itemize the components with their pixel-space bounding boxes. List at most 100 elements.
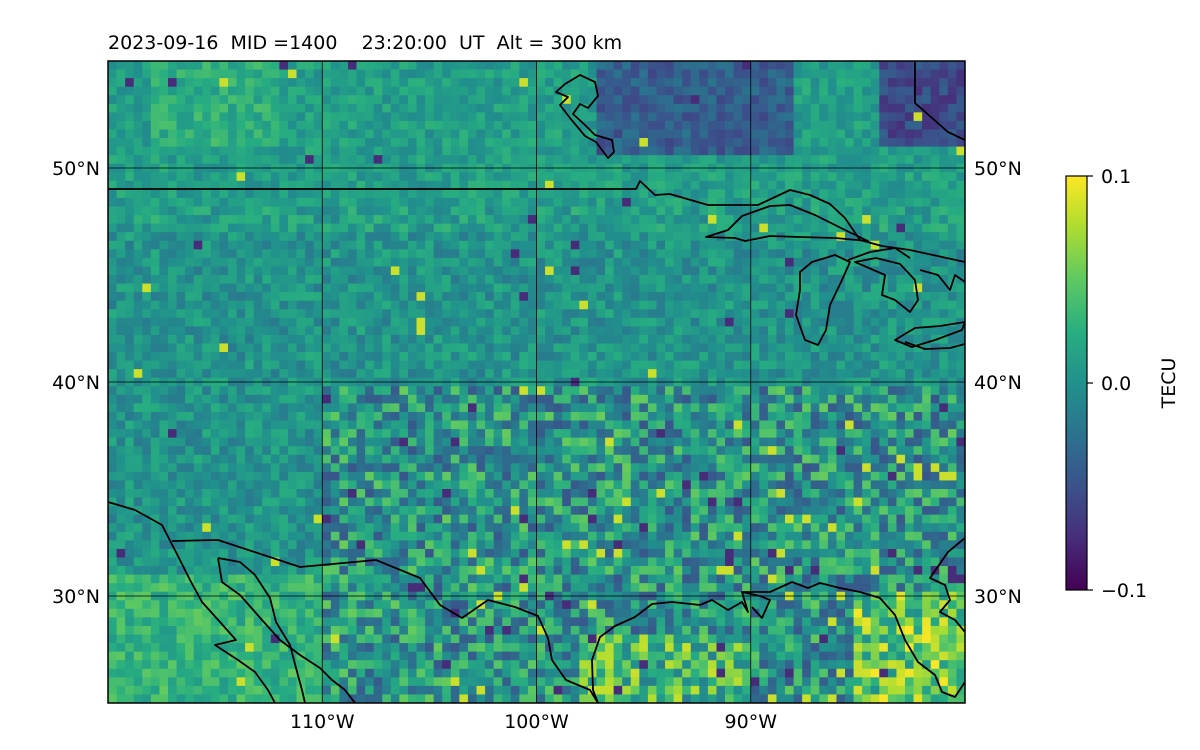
heatmap-cell bbox=[793, 120, 803, 130]
heatmap-cell bbox=[193, 352, 203, 361]
heatmap-cell bbox=[210, 86, 220, 96]
heatmap-cell bbox=[210, 197, 220, 207]
heatmap-cell bbox=[262, 429, 272, 439]
heatmap-cell bbox=[656, 146, 666, 156]
heatmap-cell bbox=[887, 471, 897, 481]
heatmap-cell bbox=[896, 232, 906, 242]
heatmap-cell bbox=[939, 257, 949, 267]
heatmap-cell bbox=[630, 266, 640, 276]
heatmap-cell bbox=[896, 471, 906, 481]
heatmap-cell bbox=[930, 155, 940, 165]
heatmap-cell bbox=[759, 437, 769, 447]
heatmap-cell bbox=[819, 446, 829, 456]
heatmap-cell bbox=[382, 78, 392, 88]
heatmap-cell bbox=[467, 197, 477, 207]
heatmap-cell bbox=[827, 146, 837, 156]
heatmap-cell bbox=[313, 206, 323, 216]
heatmap-cell bbox=[502, 249, 512, 259]
heatmap-cell bbox=[253, 197, 263, 207]
heatmap-cell bbox=[827, 232, 837, 242]
heatmap-cell bbox=[742, 429, 752, 439]
heatmap-cell bbox=[630, 95, 640, 105]
heatmap-cell bbox=[313, 112, 323, 122]
heatmap-cell bbox=[579, 292, 589, 302]
heatmap-cell bbox=[116, 86, 126, 96]
heatmap-cell bbox=[142, 403, 152, 413]
heatmap-cell bbox=[502, 446, 512, 456]
heatmap-cell bbox=[862, 257, 872, 267]
heatmap-cell bbox=[202, 95, 212, 105]
heatmap-cell bbox=[699, 232, 709, 242]
heatmap-cell bbox=[665, 129, 675, 139]
heatmap-cell bbox=[905, 369, 914, 379]
heatmap-cell bbox=[365, 429, 375, 439]
heatmap-cell bbox=[887, 172, 897, 182]
heatmap-cell bbox=[682, 240, 692, 250]
heatmap-cell bbox=[227, 69, 237, 79]
heatmap-cell bbox=[570, 257, 580, 267]
heatmap-cell bbox=[742, 266, 752, 276]
heatmap-cell bbox=[330, 283, 340, 293]
heatmap-cell bbox=[373, 240, 383, 250]
heatmap-cell bbox=[896, 275, 906, 284]
heatmap-cell bbox=[596, 86, 606, 96]
heatmap-cell bbox=[253, 146, 263, 156]
heatmap-cell bbox=[210, 352, 220, 361]
heatmap-cell bbox=[330, 257, 340, 267]
heatmap-cell bbox=[493, 69, 503, 79]
heatmap-cell bbox=[262, 86, 272, 96]
heatmap-cell bbox=[759, 386, 769, 396]
heatmap-cell bbox=[185, 292, 195, 302]
heatmap-cell bbox=[605, 369, 615, 379]
heatmap-cell bbox=[262, 103, 272, 113]
heatmap-cell bbox=[579, 86, 589, 96]
heatmap-cell bbox=[510, 78, 520, 88]
heatmap-cell bbox=[853, 386, 863, 396]
heatmap-cell bbox=[545, 155, 555, 165]
heatmap-cell bbox=[262, 249, 272, 259]
heatmap-cell bbox=[356, 360, 366, 370]
heatmap-cell bbox=[545, 275, 555, 284]
heatmap-cell bbox=[287, 95, 297, 105]
heatmap-cell bbox=[939, 249, 949, 259]
heatmap-cell bbox=[159, 403, 169, 413]
heatmap-cell bbox=[647, 317, 657, 327]
heatmap-cell bbox=[913, 317, 923, 327]
heatmap-cell bbox=[682, 155, 692, 165]
heatmap-cell bbox=[776, 463, 786, 473]
heatmap-cell bbox=[227, 437, 237, 447]
heatmap-cell bbox=[150, 189, 160, 199]
heatmap-cell bbox=[613, 386, 623, 396]
heatmap-cell bbox=[502, 189, 512, 199]
heatmap-cell bbox=[913, 240, 923, 250]
heatmap-cell bbox=[716, 309, 726, 319]
heatmap-cell bbox=[725, 215, 735, 225]
heatmap-cell bbox=[682, 249, 692, 259]
heatmap-cell bbox=[802, 172, 812, 182]
heatmap-cell bbox=[776, 411, 786, 421]
heatmap-cell bbox=[227, 189, 237, 199]
heatmap-cell bbox=[193, 240, 203, 250]
heatmap-cell bbox=[330, 360, 340, 370]
heatmap-cell bbox=[322, 129, 332, 139]
heatmap-cell bbox=[245, 283, 255, 293]
heatmap-cell bbox=[296, 232, 306, 242]
heatmap-cell bbox=[673, 283, 683, 293]
heatmap-cell bbox=[202, 463, 212, 473]
heatmap-cell bbox=[785, 215, 794, 225]
heatmap-cell bbox=[673, 326, 683, 336]
heatmap-cell bbox=[373, 411, 383, 421]
heatmap-cell bbox=[707, 446, 717, 456]
heatmap-cell bbox=[305, 480, 315, 490]
heatmap-cell bbox=[390, 95, 400, 105]
heatmap-cell bbox=[553, 95, 563, 105]
heatmap-cell bbox=[836, 411, 846, 421]
heatmap-cell bbox=[767, 343, 777, 353]
heatmap-cell bbox=[219, 300, 229, 310]
heatmap-cell bbox=[905, 343, 914, 353]
heatmap-cell bbox=[870, 275, 880, 284]
heatmap-cell bbox=[202, 215, 212, 225]
heatmap-cell bbox=[630, 369, 640, 379]
heatmap-cell bbox=[236, 283, 246, 293]
heatmap-cell bbox=[802, 437, 812, 447]
